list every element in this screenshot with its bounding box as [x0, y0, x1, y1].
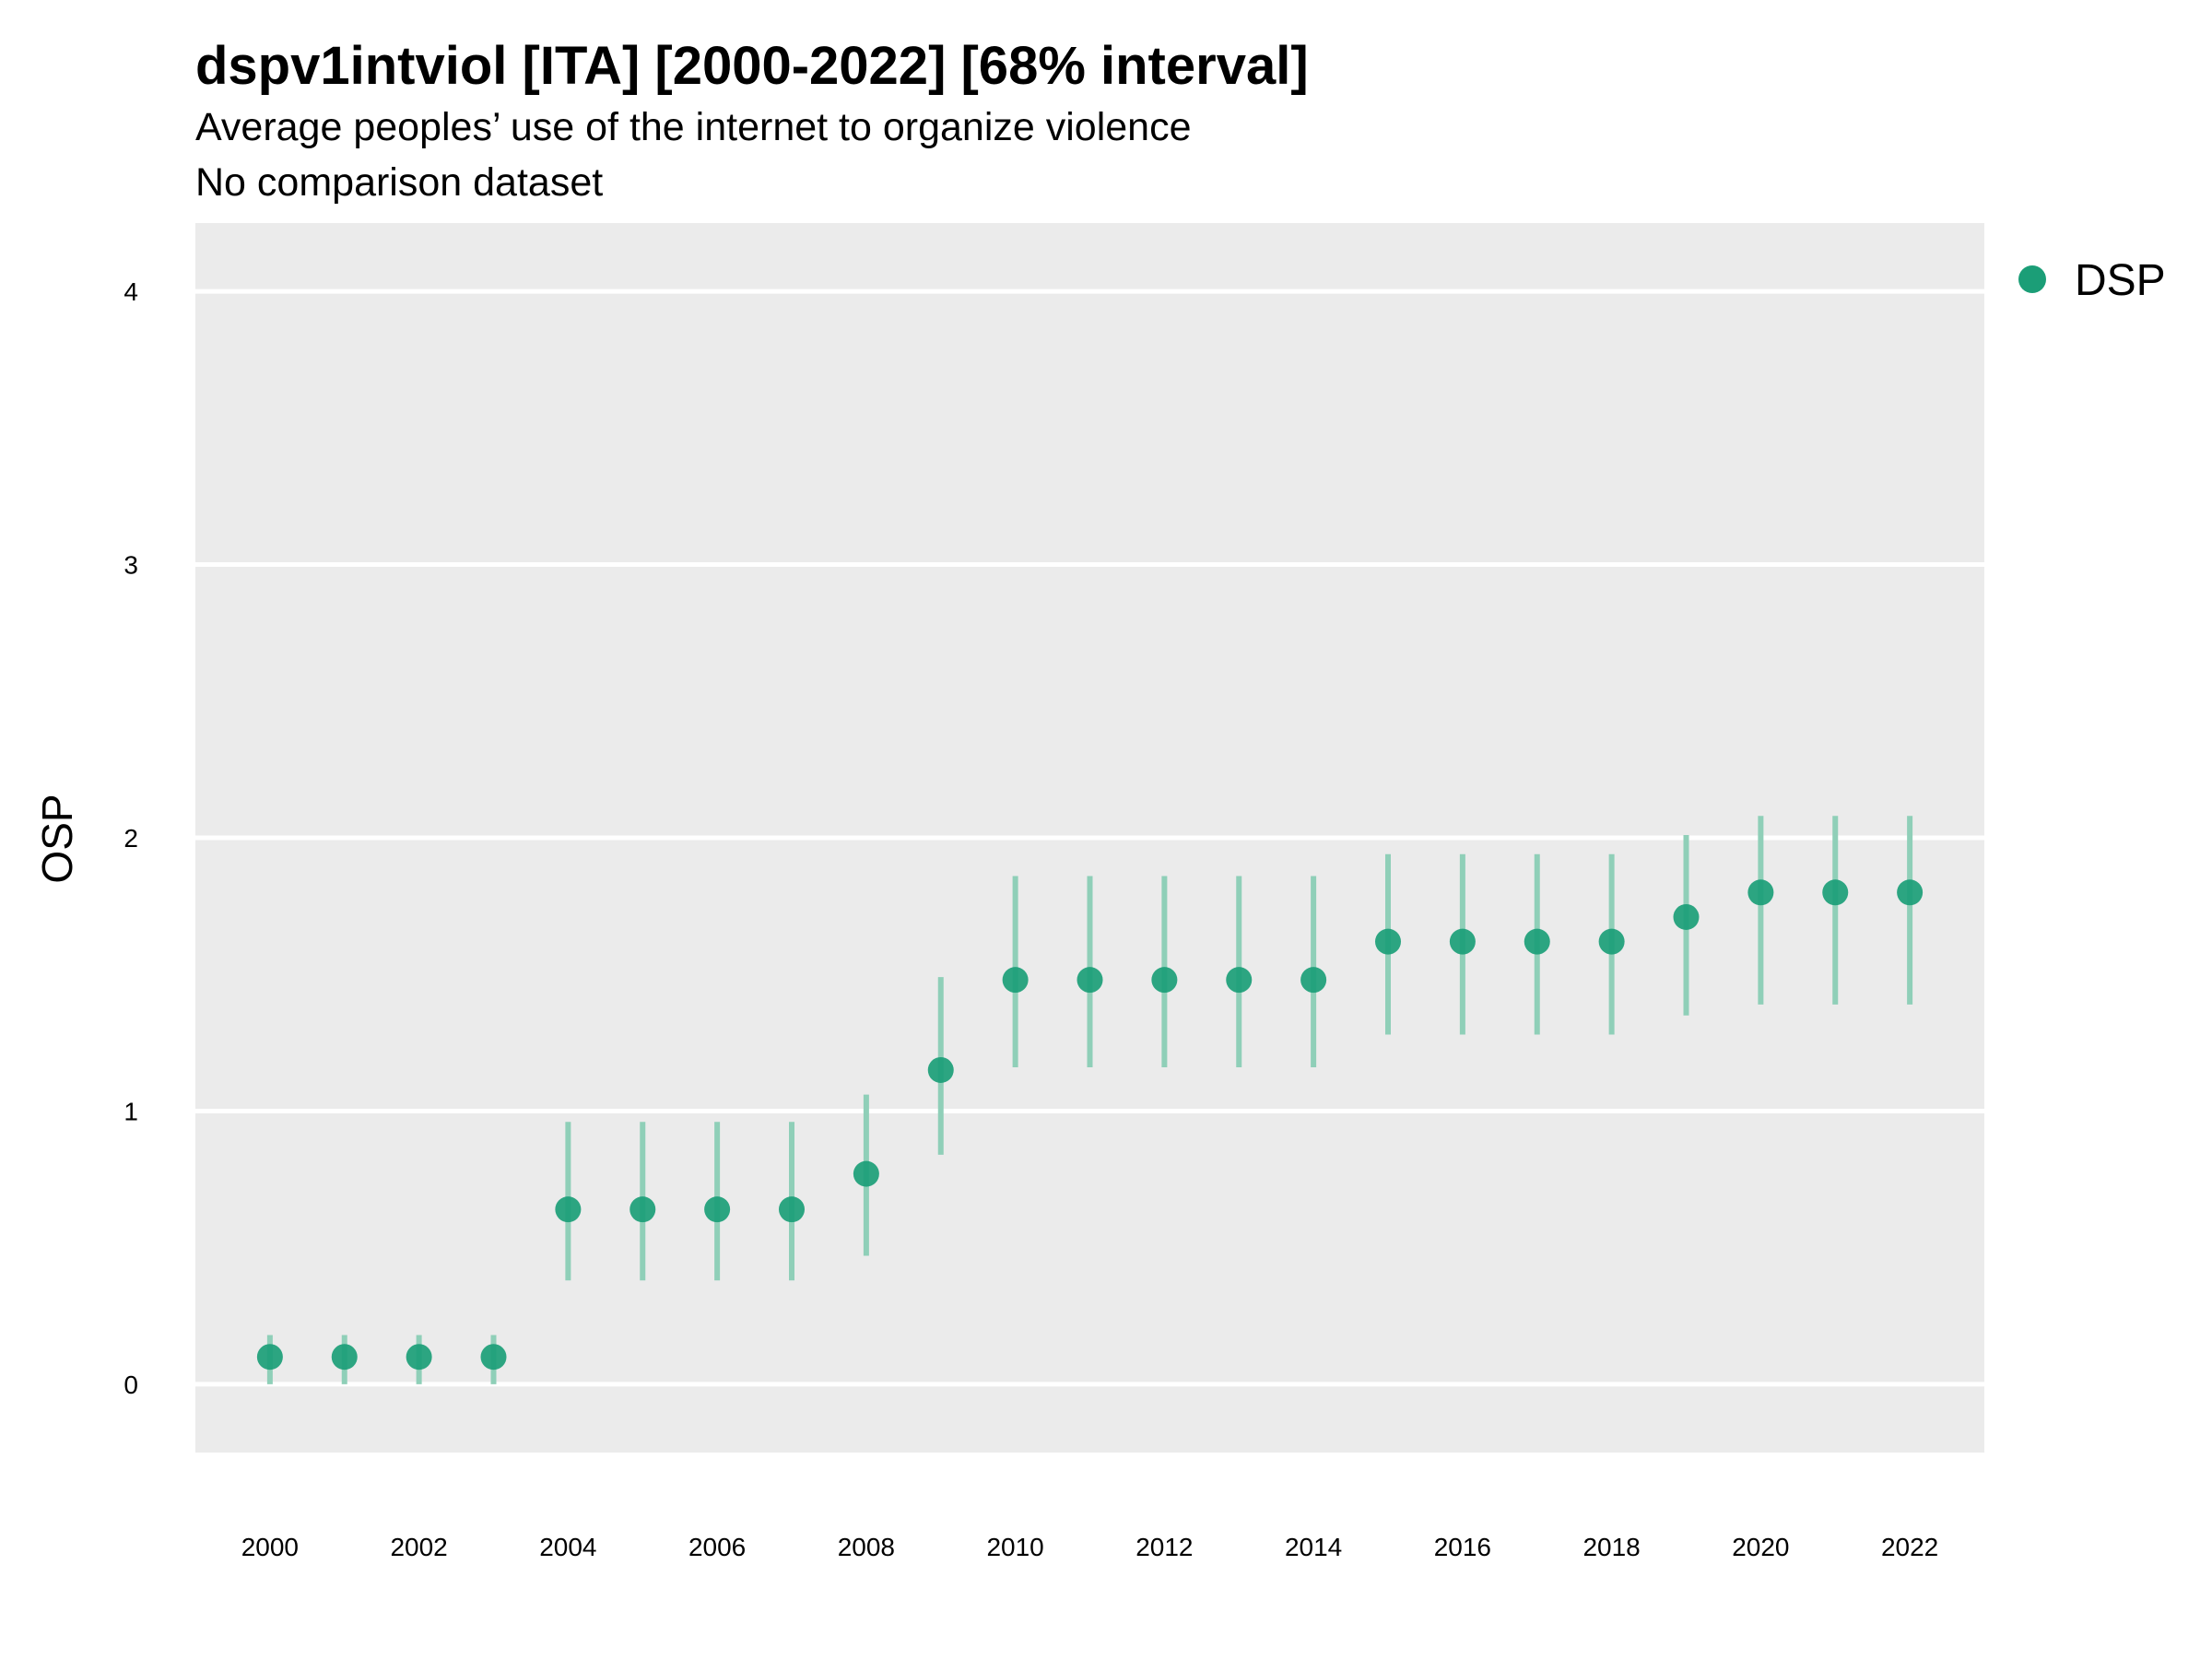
x-tick-2022: 2022 [1881, 1533, 1938, 1561]
data-point-2016 [1449, 928, 1476, 955]
x-tick-2008: 2008 [838, 1533, 895, 1561]
x-tick-2018: 2018 [1583, 1533, 1640, 1561]
x-tick-2010: 2010 [986, 1533, 1043, 1561]
data-point-2007 [779, 1196, 805, 1223]
data-point-2003 [480, 1344, 507, 1371]
data-point-2020 [1747, 879, 1774, 906]
data-point-2002 [406, 1344, 432, 1371]
data-point-2021 [1822, 879, 1849, 906]
x-tick-2016: 2016 [1434, 1533, 1491, 1561]
x-tick-2002: 2002 [390, 1533, 447, 1561]
y-tick-2: 2 [124, 824, 138, 853]
x-tick-2020: 2020 [1732, 1533, 1789, 1561]
data-point-2004 [555, 1196, 582, 1223]
x-tick-2012: 2012 [1135, 1533, 1193, 1561]
y-tick-labels: 0 1 2 3 4 [124, 277, 138, 1399]
data-point-2010 [1002, 967, 1029, 994]
data-point-2001 [331, 1344, 358, 1371]
data-points [256, 879, 1924, 1371]
chart-subtitle: Average peoples’ use of the internet to … [195, 105, 1192, 149]
x-tick-2000: 2000 [241, 1533, 299, 1561]
legend-label-dsp: DSP [2075, 256, 2166, 305]
data-point-2022 [1897, 879, 1924, 906]
chart-subtitle-comparison: No comparison dataset [195, 160, 604, 205]
data-point-2015 [1375, 928, 1401, 955]
data-point-2012 [1151, 967, 1178, 994]
legend: DSP [2018, 256, 2166, 305]
data-point-2014 [1300, 967, 1327, 994]
y-tick-3: 3 [124, 551, 138, 580]
y-axis-label: OSP [33, 794, 81, 883]
data-point-2017 [1524, 928, 1550, 955]
x-tick-2014: 2014 [1285, 1533, 1342, 1561]
data-point-2018 [1598, 928, 1625, 955]
y-tick-0: 0 [124, 1371, 138, 1399]
y-tick-4: 4 [124, 277, 138, 306]
y-tick-1: 1 [124, 1097, 138, 1125]
legend-marker-dsp [2018, 265, 2046, 293]
x-tick-labels: 2000 2002 2004 2006 2008 2010 2012 2014 2016 2018… [241, 1533, 1939, 1561]
data-point-2006 [704, 1196, 731, 1223]
chart-title: dspv1intviol [ITA] [2000-2022] [68% inte… [195, 36, 1309, 96]
x-tick-2006: 2006 [688, 1533, 746, 1561]
x-tick-2004: 2004 [539, 1533, 596, 1561]
data-point-2009 [927, 1056, 954, 1083]
data-point-2011 [1077, 967, 1103, 994]
data-point-2005 [629, 1196, 656, 1223]
data-point-2019 [1673, 903, 1700, 930]
data-point-2008 [853, 1160, 879, 1187]
data-point-2013 [1226, 967, 1253, 994]
data-point-2000 [256, 1344, 283, 1371]
